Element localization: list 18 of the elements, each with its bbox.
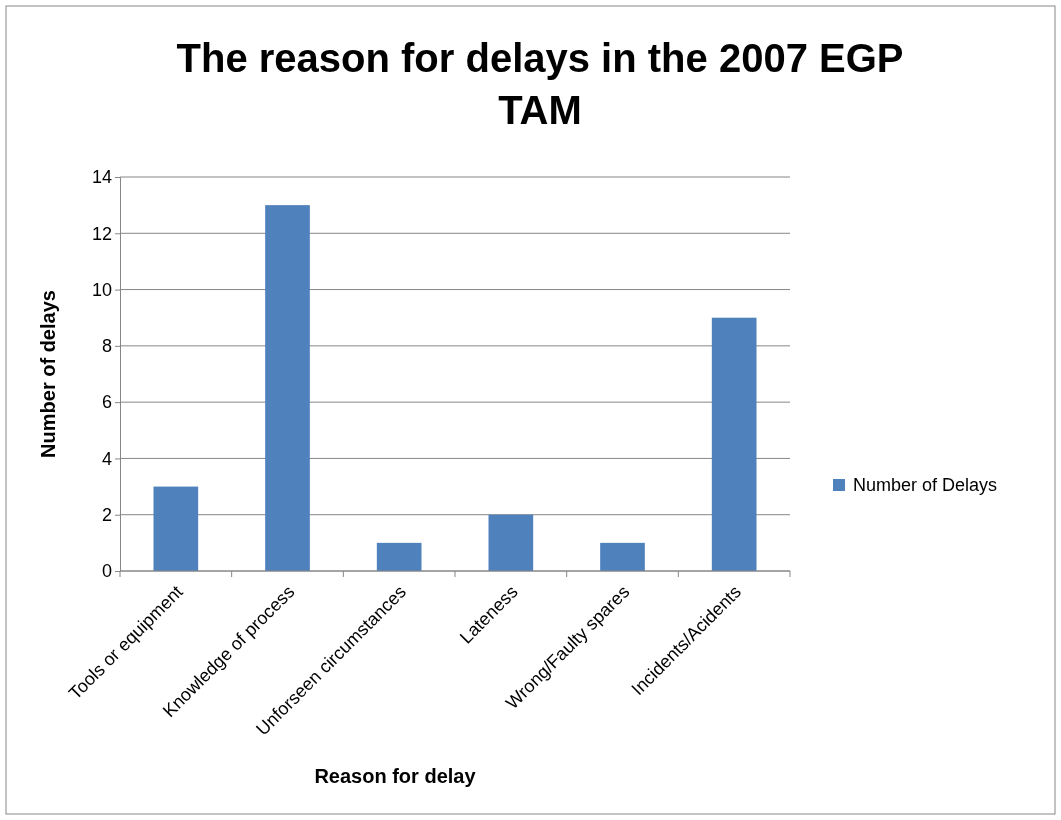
y-tick-label: 6: [101, 392, 112, 413]
y-tick-label: 2: [101, 504, 112, 525]
bar: [376, 542, 422, 571]
y-axis-title: Number of delays: [37, 290, 59, 458]
y-tick-label: 12: [91, 223, 112, 244]
y-tick-label: 10: [91, 279, 112, 300]
y-tick-label: 0: [101, 561, 112, 582]
legend-label: Number of Delays: [853, 475, 998, 495]
y-tick-label: 14: [91, 167, 112, 188]
bar: [153, 486, 199, 571]
bar: [488, 514, 534, 571]
y-tick-label: 4: [101, 448, 112, 469]
x-axis-title: Reason for delay: [314, 765, 477, 787]
bar: [600, 542, 645, 571]
bar: [265, 205, 310, 571]
bar: [711, 317, 757, 571]
chart-title: The reason for delays in the 2007 EGP TAM: [176, 36, 904, 132]
y-tick-label: 8: [101, 336, 112, 357]
